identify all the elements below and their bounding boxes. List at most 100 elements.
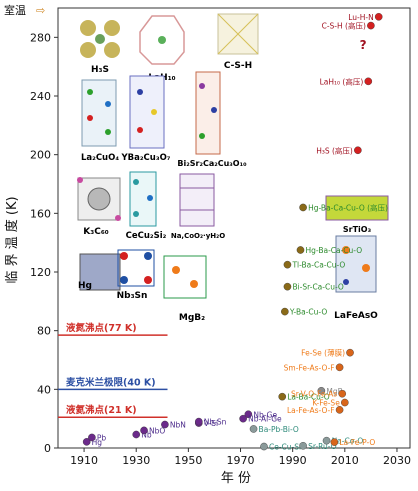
structure-label: K₃C₆₀ — [83, 227, 108, 237]
structure-label: La₂CuO₄ — [81, 153, 119, 163]
reference-line-label: 液氦沸点(21 K) — [66, 404, 137, 416]
data-point — [341, 398, 349, 407]
data-point-label: Hg — [92, 438, 103, 447]
data-point — [354, 146, 362, 155]
x-ticks: 1910 1930 1950 1970 1990 2010 2030 — [70, 448, 411, 467]
structure-la2cuo4: La₂CuO₄ — [81, 79, 119, 163]
data-point-label: C-S-H (高压) — [322, 21, 366, 31]
data-point-label: La-Ba-Cu-O — [287, 393, 330, 402]
room-temp-label: 室温 — [4, 3, 26, 17]
structure-label: SrTiO₃ — [343, 225, 372, 234]
structure-label: C-S-H — [224, 61, 252, 71]
structure-srtio3: SrTiO₃ — [325, 195, 389, 234]
data-point — [278, 392, 287, 401]
y-tick-label: 240 — [30, 90, 51, 103]
data-point — [132, 430, 141, 439]
structure-hg: Hg — [78, 253, 121, 291]
reference-line-label: 液氮沸点(77 K) — [66, 322, 137, 334]
data-point-label: Tl-Ba-Ca-Cu-O — [291, 261, 345, 270]
x-tick-label: 1950 — [174, 454, 202, 467]
data-point — [367, 21, 375, 30]
y-tick-label: 160 — [30, 207, 51, 220]
data-point — [330, 438, 339, 446]
structure-label: YBa₂Cu₃O₇ — [120, 153, 170, 163]
data-point-label: La-Fe-As-O-F — [287, 406, 335, 415]
data-point-label: Fe-Se (薄膜) — [301, 348, 345, 358]
data-point-label: Na-Co-O — [332, 437, 364, 446]
x-tick-label: 1970 — [227, 454, 255, 467]
y-ticks: 0 40 80 120 160 200 240 280 — [30, 31, 58, 455]
data-point — [281, 307, 289, 316]
data-point — [346, 348, 354, 357]
reference-lines: 液氮沸点(77 K) 麦克米兰极限(40 K) 液氦沸点(21 K) — [58, 322, 168, 418]
structure-h3s: H₃S — [80, 20, 120, 75]
structure-bi2223: Bi₂Sr₂Ca₂Cu₃O₁₀ — [177, 71, 247, 168]
data-point — [338, 389, 347, 398]
data-point-label: Ce-Cu-Si — [269, 443, 301, 452]
y-axis-label: 临 界 温 度 (K) — [4, 196, 20, 283]
x-axis-label: 年 份 — [221, 471, 251, 486]
data-point-label: Ba-Pb-Bi-O — [259, 425, 299, 434]
data-point — [140, 426, 148, 435]
data-point-label: Hg-Ba-Ca-Cu-O — [305, 246, 362, 255]
data-point — [296, 246, 305, 254]
structure-lah10: LaH₁₀ — [139, 15, 185, 83]
structure-label: CeCu₂Si₂ — [126, 231, 167, 241]
data-point-label: La-Fe-P-O — [339, 438, 375, 447]
y-tick-label: 80 — [37, 325, 51, 338]
data-point — [249, 425, 258, 433]
data-point — [299, 203, 307, 212]
data-point-label: Nb-Ge — [253, 410, 277, 419]
data-point-label: V-Si — [204, 419, 218, 428]
data-point-label: MgB₂ — [326, 387, 345, 396]
structure-nacoo2: Na,CoO₂·yH₂O — [171, 173, 225, 240]
structure-mgb2: MgB₂ — [163, 255, 207, 323]
structure-label: Nb₃Sn — [117, 291, 148, 301]
data-point-label: Hg-Ba-Ca-Cu-O (高压) — [308, 202, 388, 212]
x-tick-label: 2010 — [331, 454, 359, 467]
structure-label: Na,CoO₂·yH₂O — [171, 232, 225, 240]
data-point — [260, 442, 268, 451]
data-point-label: Nb-Al-Ge — [248, 415, 282, 424]
data-point — [364, 77, 373, 86]
structure-ybco: YBa₂Cu₃O₇ — [120, 75, 171, 163]
structure-nb3sn: Nb₃Sn — [117, 249, 155, 301]
data-point-label: Pb — [97, 433, 107, 442]
x-tick-label: 1910 — [70, 454, 98, 467]
room-temp-arrow-icon: ⇨ — [36, 4, 45, 17]
y-tick-label: 40 — [37, 383, 51, 396]
data-point-label: Y-Ba-Cu-O — [289, 308, 327, 317]
y-tick-label: 0 — [44, 442, 51, 455]
reference-line-label: 麦克米兰极限(40 K) — [66, 376, 156, 388]
y-tick-label: 280 — [30, 31, 51, 44]
question-mark: ? — [360, 38, 367, 52]
x-tick-label: 1990 — [279, 454, 307, 467]
data-point-label: Sr-Ru-O — [308, 442, 337, 451]
data-point-label: K-Fe-Se — [312, 399, 340, 408]
data-point — [335, 363, 344, 372]
data-point-label: Bi-Sr-Ca-Cu-O — [292, 283, 343, 292]
data-point — [374, 12, 383, 21]
structure-label: Bi₂Sr₂Ca₂Cu₃O₁₀ — [177, 159, 247, 168]
data-point — [283, 282, 292, 291]
y-tick-label: 120 — [30, 266, 51, 279]
data-point — [322, 436, 331, 445]
structure-label: H₃S — [91, 65, 109, 75]
data-point — [317, 386, 326, 395]
x-tick-label: 2030 — [383, 454, 411, 467]
data-point — [88, 433, 96, 442]
data-point-label: H₃S (高压) — [316, 145, 353, 155]
data-point — [299, 441, 307, 450]
data-point-label: NbO — [149, 426, 165, 435]
data-point — [239, 414, 247, 423]
plot-frame — [57, 7, 411, 449]
data-point-label: Lu-H-N — [348, 13, 373, 22]
data-point — [244, 410, 253, 419]
data-point — [283, 260, 292, 269]
structure-label: MgB₂ — [179, 313, 205, 323]
structure-k3c60: K₃C₆₀ — [77, 177, 121, 237]
data-point-label: Nb — [141, 431, 152, 440]
structure-label: Hg — [78, 281, 92, 291]
